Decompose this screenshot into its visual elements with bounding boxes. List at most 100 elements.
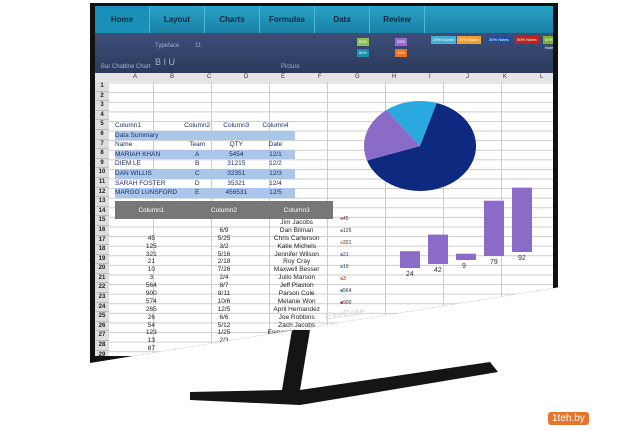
column-header-G[interactable]: G	[355, 74, 360, 80]
font-size-select[interactable]: 11	[195, 43, 202, 49]
table-row[interactable]: 45 5/25 Chris Carterson	[115, 235, 333, 243]
row-header[interactable]: 3	[95, 101, 109, 111]
column-header-J[interactable]: J	[466, 74, 469, 80]
row-header[interactable]: 23	[95, 293, 109, 303]
table-row[interactable]: 125 3/2 Katie Michels	[115, 243, 333, 251]
bar-label: 42	[434, 267, 442, 274]
column-header-A[interactable]: A	[133, 74, 138, 80]
table-row[interactable]: 321 5/16 Jennifer Wilson	[115, 251, 333, 259]
table1-column-header[interactable]: Column4	[262, 122, 289, 129]
table-row[interactable]: 574 10/6 Melanie Won	[115, 298, 333, 306]
row-header[interactable]: 11	[95, 178, 109, 188]
column-header-I[interactable]: I	[429, 74, 431, 80]
typeface-select[interactable]: Typeface	[155, 43, 180, 49]
table-row[interactable]: 3 2/4 Julio Marson	[115, 274, 333, 282]
row-header[interactable]: 28	[95, 341, 109, 351]
table-row[interactable]: 54 5/12 Zach Jacobs	[115, 322, 333, 330]
row-header[interactable]: 25	[95, 312, 109, 322]
cell-style-8[interactable]: 25%	[395, 49, 408, 57]
table-cell: 12/5	[217, 305, 231, 313]
table-row[interactable]: MARIAH KHAN A 5454 12/1	[115, 149, 295, 160]
table2-column-header[interactable]: Column3	[283, 206, 310, 214]
table-row[interactable]: MARGO LUNSFORD E 456531 12/5	[115, 188, 295, 198]
cell-style-1[interactable]: 25%	[395, 38, 408, 46]
row-header[interactable]: 27	[95, 331, 109, 342]
column-header-H[interactable]: H	[392, 74, 397, 80]
row-header[interactable]: 10	[95, 168, 109, 178]
row-header[interactable]: 9	[95, 159, 109, 169]
table-row[interactable]: SARAH FOSTER D 35321 12/4	[115, 179, 295, 189]
row-header[interactable]: 14	[95, 207, 109, 217]
row-header[interactable]: 4	[95, 111, 109, 121]
table1-column-header[interactable]: Column3	[223, 122, 250, 129]
row-header[interactable]: 6	[95, 130, 109, 140]
tab-home[interactable]: Home	[95, 6, 150, 33]
table-row[interactable]: 10 7/26 Maxwell Besser	[115, 266, 333, 274]
column-header-D[interactable]: D	[244, 74, 249, 80]
row-header[interactable]: 22	[95, 283, 109, 294]
column-header-E[interactable]: E	[281, 74, 286, 80]
table-row[interactable]: 900 8/11 Parson Cole	[115, 290, 333, 298]
cell-style-3[interactable]: 20% Notes	[457, 36, 481, 44]
table1-column-header[interactable]: Column1	[115, 122, 142, 129]
table-row[interactable]: 564 8/7 Jeff Plaston	[115, 282, 333, 290]
bar-chart-button[interactable]: Bar Chart	[101, 64, 127, 70]
table-row[interactable]: Jim Jacobs	[115, 219, 333, 227]
column-header-F[interactable]: F	[318, 74, 322, 80]
row-header[interactable]: 1	[95, 82, 109, 92]
cell-style-6[interactable]: 50% Notes	[543, 36, 553, 50]
tab-formulas[interactable]: Formulas	[260, 6, 315, 33]
table2-column-header[interactable]: Column1	[138, 206, 165, 214]
row-header[interactable]: 7	[95, 140, 109, 150]
row-header[interactable]: 13	[95, 197, 109, 207]
tab-data[interactable]: Data	[315, 6, 370, 33]
row-header[interactable]: 29	[95, 351, 109, 356]
table-cell: D	[194, 179, 200, 187]
column-header-K[interactable]: K	[503, 74, 508, 80]
format-buttons[interactable]: B I U	[155, 57, 176, 67]
table-row[interactable]: 13 2/3	[115, 337, 333, 345]
picture-button[interactable]: Picture	[281, 64, 300, 70]
row-header[interactable]: 17	[95, 236, 109, 246]
cell-style-4[interactable]: 30% Notes	[487, 36, 511, 44]
column-header-B[interactable]: B	[170, 74, 175, 80]
cell-style-5[interactable]: 50% Notes	[515, 36, 539, 44]
table-row[interactable]: 21 2/18 Roy Cray	[115, 258, 333, 266]
tab-charts[interactable]: Charts	[205, 6, 260, 33]
tab-review[interactable]: Review	[370, 6, 425, 33]
column-header-C[interactable]: C	[207, 74, 212, 80]
row-header[interactable]: 21	[95, 274, 109, 284]
cell-style-7[interactable]: 50%	[357, 49, 370, 57]
row-header[interactable]: 8	[95, 149, 109, 159]
table-cell: 8/7	[219, 282, 229, 290]
spreadsheet-screen: Home Layout Charts Formulas Data Review Bar C…	[95, 6, 553, 356]
table-cell: Parson Cole	[278, 290, 315, 298]
row-header[interactable]: 20	[95, 264, 109, 274]
table-row[interactable]: DIEM LE B 31215 12/2	[115, 159, 295, 169]
row-header[interactable]: 2	[95, 92, 109, 102]
table-cell: E	[195, 189, 200, 197]
table-row[interactable]: 265 12/5 April Hernandez	[115, 306, 333, 314]
tab-layout[interactable]: Layout	[150, 6, 205, 33]
table-row[interactable]: DAN WILLIS C 32351 12/3	[115, 168, 295, 179]
cell-style-2[interactable]: 20% Accent	[431, 36, 457, 44]
row-header[interactable]: 26	[95, 322, 109, 332]
column-header-L[interactable]: L	[540, 74, 544, 80]
row-header[interactable]: 5	[95, 120, 109, 130]
table-row[interactable]: 6/9 Dan Bilman	[115, 227, 333, 235]
cell-style-0[interactable]: 60%	[357, 38, 370, 46]
table1-column-header[interactable]: Column2	[184, 122, 211, 129]
row-header[interactable]: 24	[95, 303, 109, 313]
table-row[interactable]: 87	[115, 345, 333, 353]
row-header[interactable]: 19	[95, 255, 109, 265]
row-header[interactable]: 15	[95, 216, 109, 226]
ribbon-toolbar: Bar Chart Line Chart Typeface 11 B I U P…	[95, 33, 553, 73]
row-header[interactable]: 18	[95, 245, 109, 255]
table-row[interactable]: 26 6/6 Joe Robbins	[115, 314, 333, 322]
table2-column-header[interactable]: Column2	[211, 206, 238, 214]
line-chart-button[interactable]: Line Chart	[123, 64, 151, 70]
row-header[interactable]: 12	[95, 188, 109, 198]
bar	[512, 187, 532, 252]
table-cell: 12/2	[269, 160, 282, 168]
row-header[interactable]: 16	[95, 226, 109, 236]
